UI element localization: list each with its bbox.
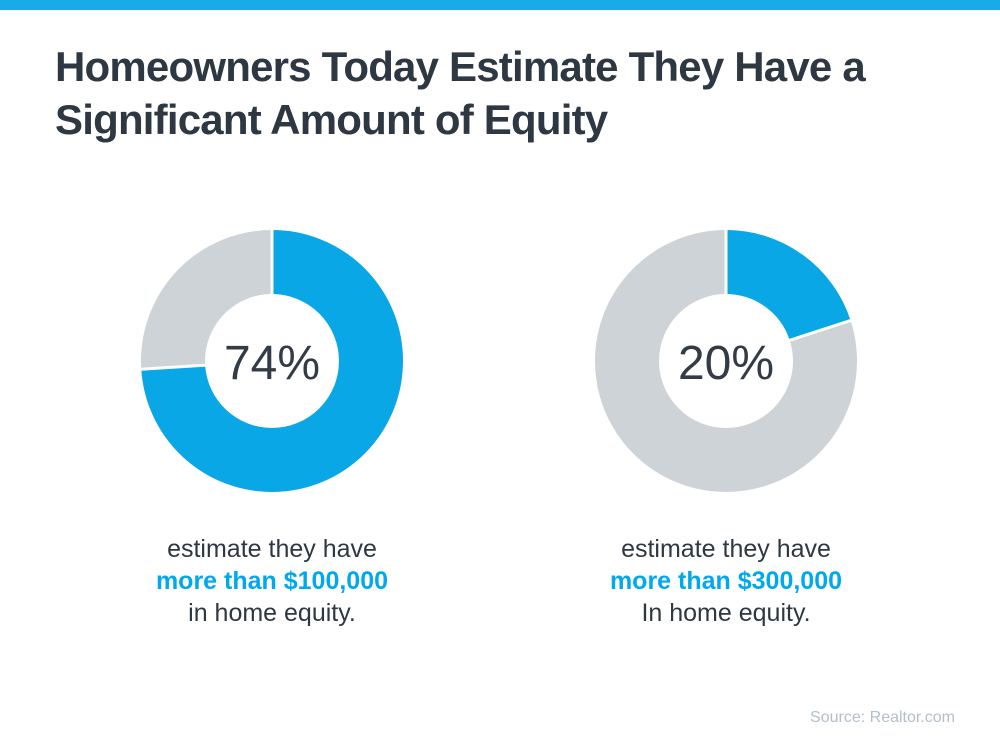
donut-chart-300k: 20% estimate they have more than $300,00…: [500, 230, 952, 629]
source-attribution: Source: Realtor.com: [810, 709, 955, 726]
donut-100k-svg: [141, 230, 403, 492]
donut-100k-ring-wrap: 74%: [141, 230, 403, 492]
caption-line: estimate they have: [167, 535, 377, 563]
donut-300k-ring-wrap: 20%: [595, 230, 857, 492]
donut-100k-percent-label: 74%: [223, 336, 321, 390]
caption-line: In home equity.: [641, 599, 811, 627]
donut-300k-caption: estimate they have more than $300,000 In…: [500, 533, 952, 629]
top-accent-bar: [0, 0, 1000, 10]
donut-300k-separator-end: [786, 318, 854, 343]
donut-300k-svg: [595, 230, 857, 492]
donut-300k-percent-label: 20%: [677, 336, 775, 390]
donut-100k-separator-end: [141, 363, 209, 371]
caption-line: in home equity.: [188, 599, 356, 627]
caption-highlight: more than $300,000: [609, 567, 843, 595]
page-title-line2: Significant Amount of Equity: [55, 96, 608, 143]
donut-100k-caption: estimate they have more than $100,000 in…: [46, 533, 498, 629]
caption-highlight: more than $100,000: [155, 567, 389, 595]
donut-chart-100k: 74% estimate they have more than $100,00…: [46, 230, 498, 629]
page-title: Homeowners Today Estimate They Have a Si…: [55, 40, 965, 146]
page-title-line1: Homeowners Today Estimate They Have a: [55, 43, 866, 90]
caption-line: estimate they have: [621, 535, 831, 563]
